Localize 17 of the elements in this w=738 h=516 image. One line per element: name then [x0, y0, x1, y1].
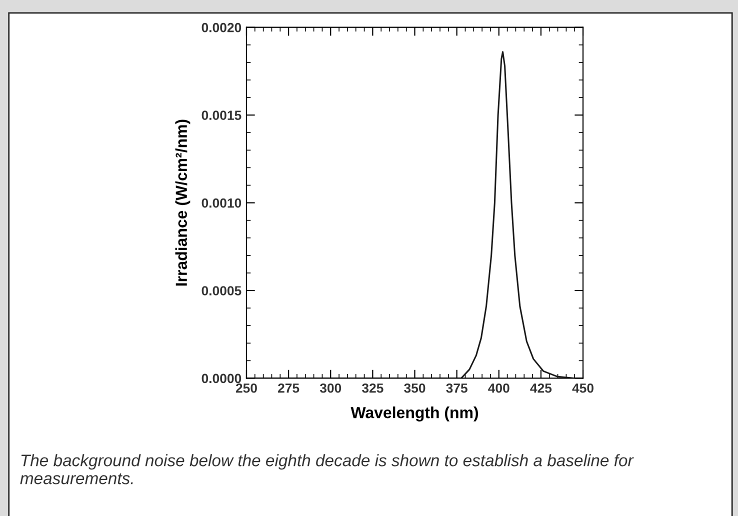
x-tick-label: 275 — [278, 383, 300, 393]
x-tick-label: 300 — [320, 383, 342, 393]
y-tick-label: 0.0020 — [202, 22, 242, 32]
y-tick-label: 0.0015 — [202, 110, 242, 120]
y-axis-title: Irradiance (W/cm²/nm) — [175, 120, 190, 286]
y-tick-label: 0.0010 — [202, 198, 242, 208]
x-tick-label: 450 — [572, 383, 594, 393]
x-tick-label: 425 — [530, 383, 552, 393]
x-tick-label: 400 — [488, 383, 510, 393]
text: The background noise below the eighth decade is shown to establish a baseline for measurements. — [20, 454, 634, 484]
y-tick-label: 0.0005 — [202, 286, 242, 296]
x-tick-label: 350 — [404, 383, 426, 393]
x-tick-label: 325 — [362, 383, 384, 393]
x-tick-label: 375 — [446, 383, 468, 393]
x-tick-label: 250 — [236, 383, 257, 393]
y-tick-label: 0.0000 — [202, 374, 242, 384]
x-axis-title: Wavelength (nm) — [350, 406, 478, 422]
